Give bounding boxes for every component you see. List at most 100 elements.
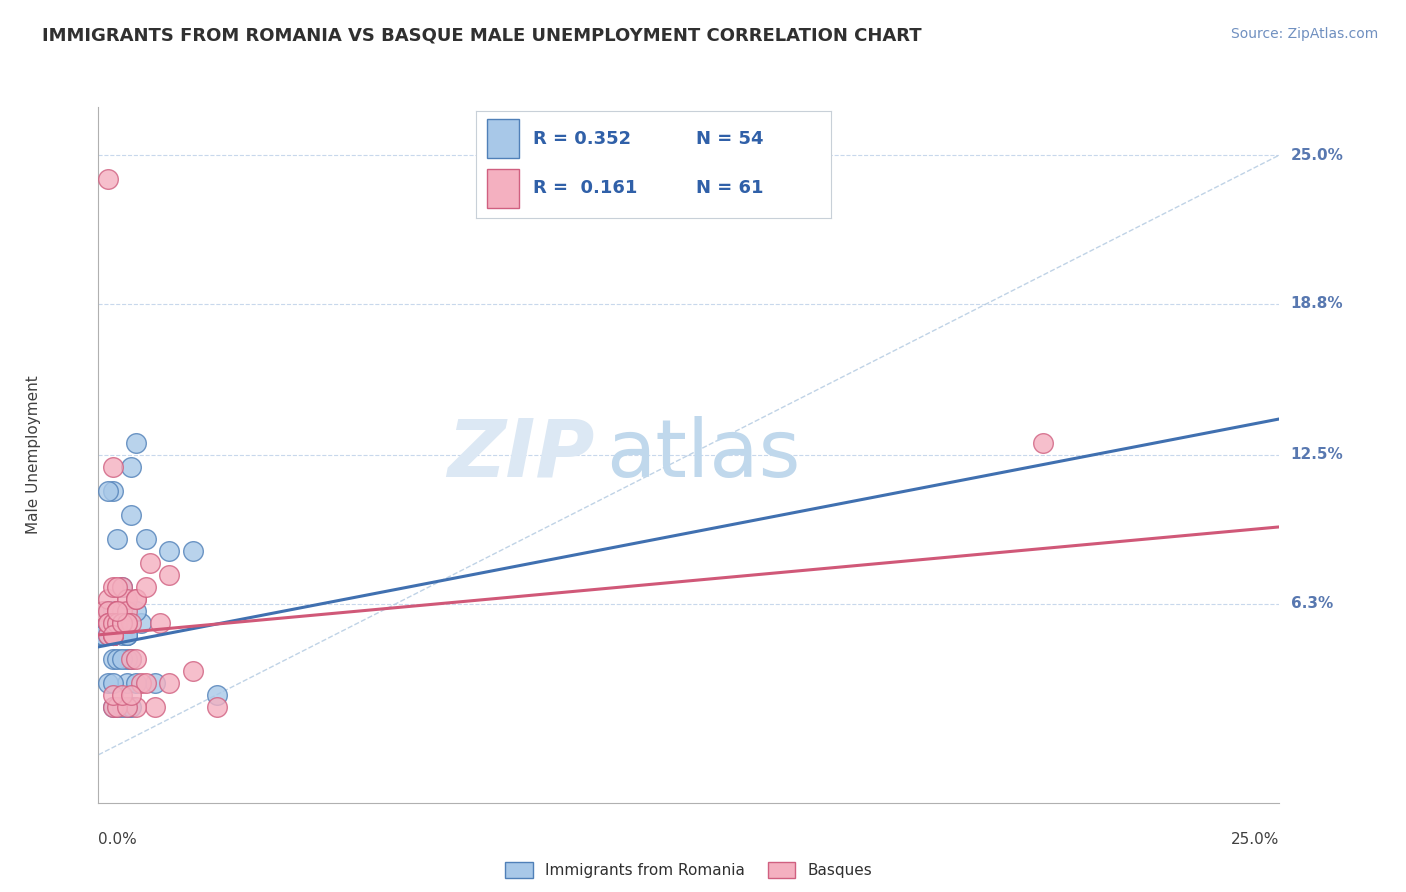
Point [91,604,114,618]
Point [129,615,152,630]
Point [101,628,124,642]
Point [125,436,148,450]
Point [97,483,120,498]
Point [101,628,124,642]
Point [105,604,128,618]
Text: Source: ZipAtlas.com: Source: ZipAtlas.com [1230,27,1378,41]
Point [125,591,148,606]
Point [105,532,128,546]
Point [111,615,134,630]
Point [111,604,134,618]
Text: 18.8%: 18.8% [1291,296,1343,311]
Point [111,615,134,630]
Point [157,544,180,558]
Point [111,652,134,666]
Point [205,699,228,714]
Point [97,628,120,642]
Point [105,699,128,714]
Point [101,615,124,630]
Point [105,604,128,618]
Point [115,628,138,642]
Point [101,628,124,642]
Point [149,615,172,630]
Point [97,172,120,186]
Point [121,652,143,666]
Point [105,580,128,594]
Point [101,483,124,498]
Point [101,628,124,642]
Point [121,615,143,630]
Point [101,628,124,642]
Point [115,652,138,666]
Point [105,604,128,618]
Point [101,604,124,618]
Point [101,628,124,642]
Text: atlas: atlas [606,416,800,494]
Point [115,615,138,630]
Point [205,688,228,702]
Point [105,604,128,618]
Point [125,604,148,618]
Text: 6.3%: 6.3% [1291,596,1333,611]
Point [125,591,148,606]
Point [111,688,134,702]
Point [157,567,180,582]
Point [115,676,138,690]
Point [111,628,134,642]
Point [157,676,180,690]
Point [101,628,124,642]
Point [97,604,120,618]
Text: ZIP: ZIP [447,416,595,494]
Text: 25.0%: 25.0% [1291,147,1344,162]
Point [111,615,134,630]
Point [121,652,143,666]
Text: 25.0%: 25.0% [1232,831,1279,847]
Point [105,652,128,666]
Point [115,615,138,630]
Point [101,676,124,690]
Point [129,676,152,690]
Point [111,580,134,594]
Point [111,615,134,630]
Point [111,615,134,630]
Point [115,591,138,606]
Point [121,508,143,522]
Point [135,676,157,690]
Point [181,544,204,558]
Text: 0.0%: 0.0% [98,831,138,847]
Point [101,615,124,630]
Point [125,652,148,666]
Point [105,615,128,630]
Point [105,615,128,630]
Point [115,699,138,714]
Point [101,615,124,630]
Point [121,699,143,714]
Point [97,628,120,642]
Point [121,688,143,702]
Point [115,615,138,630]
Text: Male Unemployment: Male Unemployment [25,376,41,534]
Point [115,699,138,714]
Point [97,628,120,642]
Point [101,652,124,666]
Point [97,615,120,630]
Point [101,699,124,714]
Point [97,615,120,630]
Point [105,604,128,618]
Point [101,628,124,642]
Point [143,699,166,714]
Point [115,628,138,642]
Point [97,676,120,690]
Point [111,699,134,714]
Point [111,615,134,630]
Point [181,664,204,678]
Point [105,604,128,618]
Point [91,628,114,642]
Point [101,628,124,642]
Point [101,604,124,618]
Point [125,699,148,714]
Point [111,580,134,594]
Point [97,591,120,606]
Point [97,604,120,618]
Point [143,676,166,690]
